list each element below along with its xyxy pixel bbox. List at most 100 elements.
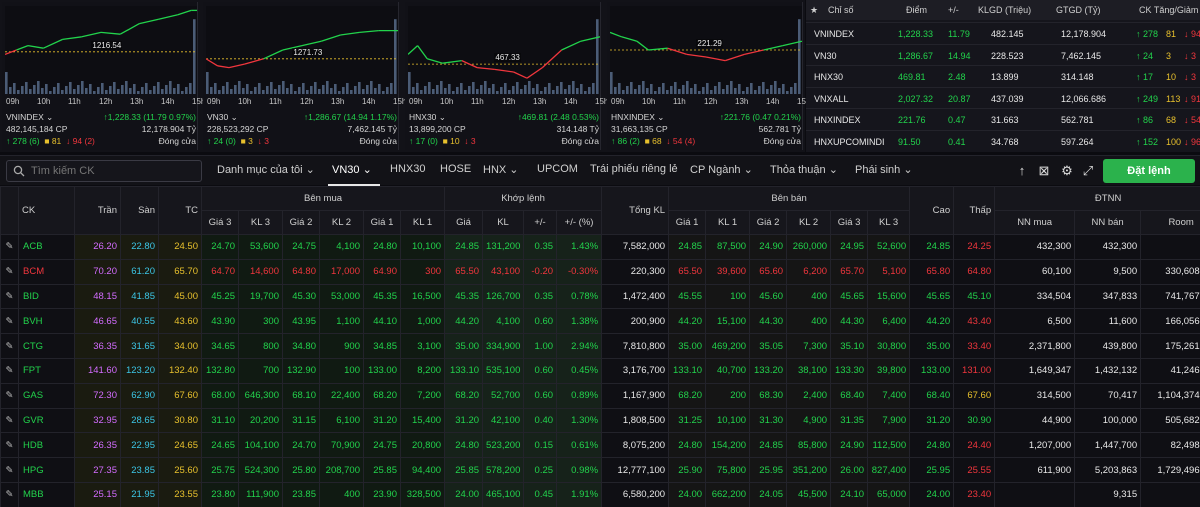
tab-hose[interactable]: HOSE <box>440 163 472 175</box>
buy-price-1: 68.20 <box>363 382 401 409</box>
chart-vn30[interactable]: 1271.73 09h 10h 11h 12h 13h 14h 15h VN30 ⌄ ↑1,2… <box>203 2 406 150</box>
stock-row-bvh[interactable]: ✎ BVH 46.65 40.55 43.60 43.90 300 43.95 1,100 44.… <box>0 308 1200 335</box>
tab-watchlist[interactable]: Danh mục của tôi ⌄ <box>217 164 315 176</box>
index-name[interactable]: HNXINDEX ⌄ <box>611 112 665 122</box>
sell-price-2: 133.20 <box>749 357 788 384</box>
col-symbol[interactable]: CK <box>18 186 75 235</box>
col-reference[interactable]: TC <box>158 186 202 235</box>
pin-icon[interactable]: ✎ <box>0 333 19 359</box>
chart-vnindex[interactable]: 1216.54 09h 10h 11h 12h 13h 14h 15h VNINDEX ⌄ ↑… <box>2 2 205 150</box>
col-total-volume[interactable]: Tổng KL <box>601 186 670 235</box>
volume-bar <box>444 88 447 94</box>
stock-row-bcm[interactable]: ✎ BCM 70.20 61.20 65.70 64.70 14,600 64.80 17,00… <box>0 258 1200 285</box>
col-sell-price-2[interactable]: Giá 2 <box>749 210 788 235</box>
stock-row-gvr[interactable]: ✎ GVR 32.95 28.65 30.80 31.10 20,200 31.15 6,100… <box>0 407 1200 434</box>
col-ceiling[interactable]: Trần <box>74 186 121 235</box>
volume-bar <box>218 90 221 94</box>
stock-row-fpt[interactable]: ✎ FPT 141.60 123.20 132.40 132.80 700 132.90 100… <box>0 357 1200 384</box>
pin-icon[interactable]: ✎ <box>0 357 19 384</box>
search-input[interactable] <box>31 163 196 179</box>
tab-vn30[interactable]: VN30 ⌄ <box>332 164 372 176</box>
pin-icon[interactable]: ✎ <box>0 457 19 483</box>
arrow-up-icon[interactable]: ↑ <box>1018 163 1026 178</box>
pin-icon[interactable]: ✎ <box>0 382 19 409</box>
excel-export-icon[interactable]: ⊠ <box>1038 163 1050 178</box>
price-line-segment <box>461 60 478 69</box>
index-unchanged: 68 <box>1166 115 1177 125</box>
col-match-pct[interactable]: +/- (%) <box>556 210 603 235</box>
pin-icon[interactable]: ✎ <box>0 481 19 507</box>
col-buy-vol-2[interactable]: KL 2 <box>319 210 364 235</box>
col-buy-vol-3[interactable]: KL 3 <box>238 210 283 235</box>
tab-private-bonds[interactable]: Trái phiếu riêng lẻ <box>590 163 678 175</box>
volume-bar <box>592 83 595 94</box>
tab-put-through[interactable]: Thỏa thuận ⌄ <box>770 164 838 176</box>
index-row-vnindex[interactable]: VNINDEX 1,228.33 11.79 482.145 12,178.90… <box>806 22 1200 44</box>
col-sell-vol-1[interactable]: KL 1 <box>705 210 751 235</box>
col-sell-vol-2[interactable]: KL 2 <box>786 210 832 235</box>
index-advance: ↑ 278 <box>1136 29 1159 39</box>
stock-row-ctg[interactable]: ✎ CTG 36.35 31.65 34.00 34.65 800 34.80 900 34.85… <box>0 333 1200 359</box>
pin-icon[interactable]: ✎ <box>0 283 19 310</box>
symbol: FPT <box>18 357 75 384</box>
col-buy-vol-1[interactable]: KL 1 <box>399 210 446 235</box>
chart-hnx30[interactable]: 467.33 09h 10h 11h 12h 13h 14h 15h HNX30 ⌄ ↑469… <box>405 2 608 150</box>
index-decline: ↓ 3 <box>1184 50 1197 61</box>
index-name[interactable]: VNINDEX ⌄ <box>6 112 54 122</box>
col-foreign-buy[interactable]: NN mua <box>994 210 1076 235</box>
volume-bar <box>460 83 463 94</box>
volume-bar <box>310 86 313 94</box>
col-room[interactable]: Room <box>1140 210 1200 235</box>
buy-vol-3: 53,600 <box>238 234 283 260</box>
tab-hnx30[interactable]: HNX30 <box>390 163 426 175</box>
pin-icon[interactable]: ✎ <box>0 407 19 434</box>
stock-row-acb[interactable]: ✎ ACB 26.20 22.80 24.50 24.70 53,600 24.75 4,100… <box>0 234 1200 260</box>
settings-gear-icon[interactable]: ⚙ <box>1061 163 1073 178</box>
pin-icon[interactable]: ✎ <box>0 432 19 459</box>
tab-derivatives[interactable]: Phái sinh ⌄ <box>855 164 913 176</box>
stock-row-bid[interactable]: ✎ BID 48.15 41.85 45.00 45.25 19,700 45.30 53,00… <box>0 283 1200 310</box>
col-foreign-sell[interactable]: NN bán <box>1074 210 1142 235</box>
expand-icon[interactable]: ⤢ <box>1082 163 1094 178</box>
col-match-price[interactable]: Giá <box>444 210 484 235</box>
stock-row-mbb[interactable]: ✎ MBB 25.15 21.95 23.55 23.80 111,900 23.85 400 2… <box>0 481 1200 507</box>
price-line-segment <box>610 31 622 38</box>
tab-upcom[interactable]: UPCOM <box>537 163 578 175</box>
pin-icon[interactable]: ✎ <box>0 234 19 260</box>
index-name[interactable]: HNX30 ⌄ <box>409 112 446 122</box>
tab-hnx[interactable]: HNX ⌄ <box>483 164 519 176</box>
volume-bar <box>634 89 637 94</box>
stock-row-hpg[interactable]: ✎ HPG 27.35 23.85 25.60 25.75 524,300 25.80 208,… <box>0 457 1200 483</box>
pin-icon[interactable]: ✎ <box>0 308 19 335</box>
tab-industry[interactable]: CP Ngành ⌄ <box>690 164 753 176</box>
index-row-vnxall[interactable]: VNXALL 2,027.32 20.87 437.039 12,066.686… <box>806 86 1200 109</box>
col-match-change[interactable]: +/- <box>523 210 558 235</box>
pin-icon[interactable]: ✎ <box>0 258 19 285</box>
foreign-room: 41,246,023 <box>1140 357 1200 384</box>
index-row-hnx30[interactable]: HNX30 469.81 2.48 13.899 314.148 ↑ 17 10… <box>806 65 1200 87</box>
col-buy-price-1[interactable]: Giá 1 <box>363 210 401 235</box>
index-row-hnxindex[interactable]: HNXINDEX 221.76 0.47 31.663 562.781 ↑ 86… <box>806 108 1200 130</box>
index-row-vn30[interactable]: VN30 1,286.67 14.94 228.523 7,462.145 ↑ … <box>806 43 1200 66</box>
col-buy-price-3[interactable]: Giá 3 <box>201 210 239 235</box>
col-match-vol[interactable]: KL <box>482 210 525 235</box>
stock-search[interactable] <box>6 160 202 182</box>
chart-tick-label: 10h <box>37 97 51 106</box>
index-name[interactable]: VN30 ⌄ <box>207 112 238 122</box>
stock-row-gas[interactable]: ✎ GAS 72.30 62.90 67.60 68.00 646,300 68.10 22,4… <box>0 382 1200 409</box>
stock-row-hdb[interactable]: ✎ HDB 26.35 22.95 24.65 24.65 104,100 24.70 70,9… <box>0 432 1200 459</box>
volume-bar <box>145 83 148 94</box>
volume-bar <box>654 91 657 94</box>
col-buy-price-2[interactable]: Giá 2 <box>282 210 320 235</box>
col-floor[interactable]: Sàn <box>120 186 159 235</box>
volume-bar <box>782 84 785 94</box>
col-high[interactable]: Cao <box>909 186 955 235</box>
col-sell-vol-3[interactable]: KL 3 <box>867 210 911 235</box>
chart-hnxindex[interactable]: 221.29 09h 10h 11h 12h 13h 14h 15h HNXINDEX ⌄ ↑… <box>607 2 810 150</box>
col-low[interactable]: Thấp <box>953 186 996 235</box>
col-sell-price-3[interactable]: Giá 3 <box>830 210 869 235</box>
index-row-hnxupcomindi[interactable]: HNXUPCOMINDI 91.50 0.41 34.768 597.264 ↑… <box>806 129 1200 152</box>
place-order-button[interactable]: Đặt lệnh <box>1103 159 1195 183</box>
match-pct: 0.89% <box>556 382 603 409</box>
col-sell-price-1[interactable]: Giá 1 <box>668 210 707 235</box>
